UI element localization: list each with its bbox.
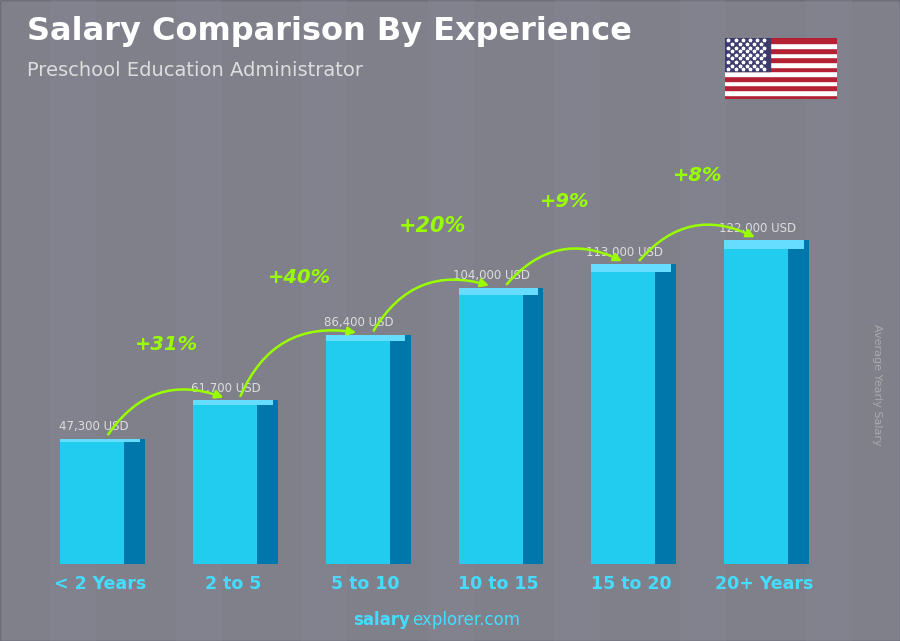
Bar	[680, 0, 724, 641]
Bar	[724, 67, 837, 71]
Bar	[724, 57, 837, 62]
Bar	[806, 0, 850, 641]
Bar	[724, 81, 837, 85]
Bar	[724, 76, 837, 81]
Bar	[60, 438, 140, 442]
Bar	[326, 335, 405, 340]
Bar	[724, 38, 837, 43]
Text: 47,300 USD: 47,300 USD	[58, 420, 128, 433]
Text: +9%: +9%	[540, 192, 590, 210]
Bar	[193, 401, 273, 404]
Text: Salary Comparison By Experience: Salary Comparison By Experience	[27, 16, 632, 47]
Bar	[724, 95, 837, 99]
Bar	[390, 335, 410, 564]
Bar	[788, 240, 809, 564]
Bar	[193, 401, 273, 564]
Text: +40%: +40%	[267, 268, 331, 287]
Bar	[655, 264, 676, 564]
Bar	[724, 48, 837, 53]
Bar	[428, 0, 473, 641]
Text: 86,400 USD: 86,400 USD	[324, 316, 394, 329]
Bar	[724, 53, 837, 57]
Bar	[257, 401, 278, 564]
Text: Preschool Education Administrator: Preschool Education Administrator	[27, 61, 363, 80]
Bar	[459, 288, 538, 564]
Text: 104,000 USD: 104,000 USD	[454, 269, 530, 283]
Bar	[724, 62, 837, 67]
Bar	[326, 335, 405, 564]
Bar	[523, 288, 544, 564]
Text: 113,000 USD: 113,000 USD	[586, 246, 663, 258]
Bar	[302, 0, 346, 641]
Bar	[591, 264, 671, 272]
Bar	[459, 288, 538, 295]
Text: salary: salary	[353, 612, 410, 629]
Text: +20%: +20%	[399, 216, 465, 237]
Bar	[724, 38, 770, 71]
Text: 61,700 USD: 61,700 USD	[192, 381, 261, 395]
Bar	[724, 43, 837, 48]
Text: +8%: +8%	[673, 166, 723, 185]
Text: Average Yearly Salary: Average Yearly Salary	[872, 324, 883, 445]
Bar	[124, 438, 145, 564]
Text: +31%: +31%	[135, 335, 198, 354]
Bar	[724, 240, 804, 564]
Text: 122,000 USD: 122,000 USD	[719, 222, 796, 235]
Bar	[724, 90, 837, 95]
Text: explorer.com: explorer.com	[412, 612, 520, 629]
Bar	[724, 240, 804, 249]
Bar	[176, 0, 220, 641]
Bar	[724, 85, 837, 90]
Bar	[60, 438, 140, 564]
Bar	[50, 0, 94, 641]
Bar	[591, 264, 671, 564]
Bar	[554, 0, 598, 641]
Bar	[724, 71, 837, 76]
